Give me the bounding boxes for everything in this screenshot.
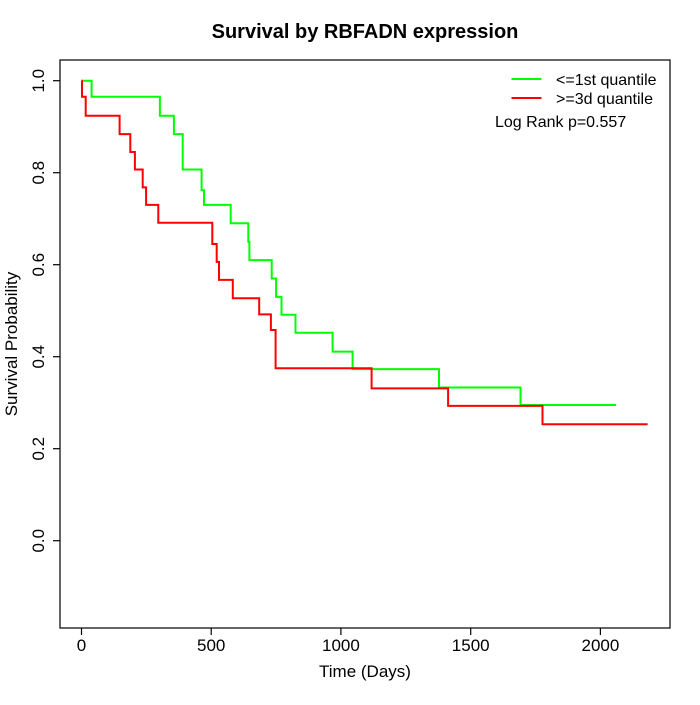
x-tick-label: 2000 [581, 636, 619, 655]
x-axis-label: Time (Days) [319, 662, 411, 681]
km-curve-le-1st-quantile [81, 79, 616, 406]
plot-box [59, 59, 671, 629]
y-tick-label: 1.0 [29, 69, 48, 93]
legend-label-first-quantile: <=1st quantile [556, 72, 657, 89]
x-axis-ticks: 0 500 1000 1500 2000 [77, 628, 619, 655]
km-curves [81, 79, 648, 426]
y-axis-ticks: 0.0 0.2 0.4 0.6 0.8 1.0 [29, 69, 60, 553]
x-tick-label: 1500 [452, 636, 490, 655]
legend: <=1st quantile >=3d quantile Log Rank p=… [495, 72, 657, 131]
y-axis-label: Survival Probability [2, 271, 21, 416]
y-tick-label: 0.0 [29, 529, 48, 553]
y-tick-label: 0.4 [29, 345, 48, 369]
chart-title: Survival by RBFADN expression [212, 21, 519, 43]
x-tick-label: 500 [197, 636, 225, 655]
y-tick-label: 0.8 [29, 161, 48, 185]
y-tick-label: 0.2 [29, 437, 48, 461]
logrank-pvalue: Log Rank p=0.557 [495, 114, 626, 131]
y-tick-label: 0.6 [29, 253, 48, 277]
legend-label-third-quantile: >=3d quantile [556, 91, 653, 108]
km-curve-ge-3d-quantile [81, 79, 648, 426]
x-tick-label: 0 [77, 636, 86, 655]
x-tick-label: 1000 [322, 636, 360, 655]
